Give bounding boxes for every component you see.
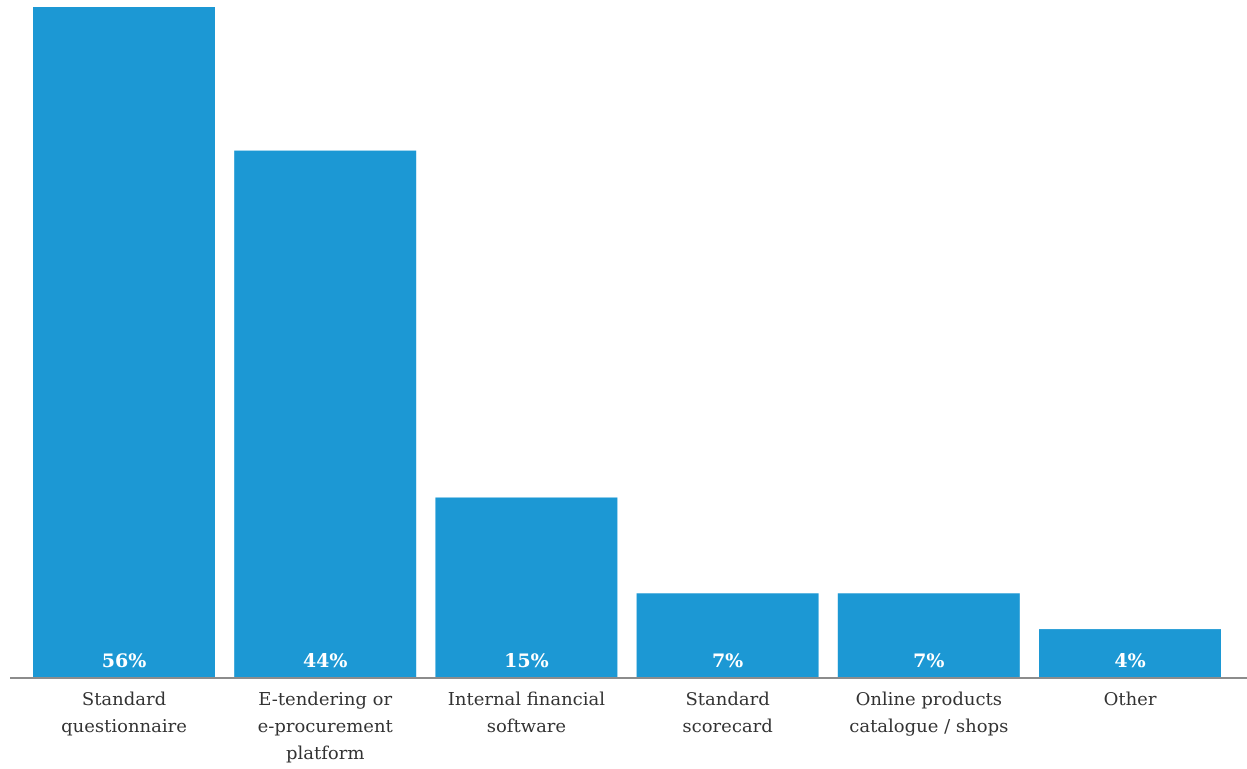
bar-1 bbox=[234, 150, 417, 678]
category-label-line: questionnaire bbox=[61, 716, 187, 737]
category-label-line: Internal financial bbox=[448, 689, 605, 710]
category-label-2: Internal financial software bbox=[448, 689, 605, 737]
category-label-line: Standard bbox=[82, 689, 166, 710]
category-label-4: Online products catalogue / shops bbox=[849, 689, 1008, 737]
category-label-5: Other bbox=[1104, 689, 1157, 710]
bar-value-label-3: 7% bbox=[712, 650, 743, 672]
bar-3 bbox=[636, 593, 819, 678]
category-label-line: E-tendering or bbox=[258, 689, 392, 710]
bar-5 bbox=[1039, 629, 1221, 677]
bar-value-label-5: 4% bbox=[1114, 650, 1145, 672]
bar-value-label-4: 7% bbox=[913, 650, 944, 672]
category-label-1: E-tendering or e-procurement platform bbox=[258, 689, 394, 764]
category-labels-group: Standard questionnaire E-tendering or e-pro… bbox=[61, 689, 1157, 764]
bars-group: 56% 44% 15% 7% 7% 4% bbox=[33, 7, 1221, 678]
category-label-3: Standard scorecard bbox=[682, 689, 772, 737]
bar-value-label-0: 56% bbox=[102, 650, 147, 672]
bar-4 bbox=[837, 593, 1020, 678]
category-label-line: platform bbox=[286, 743, 364, 764]
bar-value-label-1: 44% bbox=[303, 650, 348, 672]
category-label-line: Online products bbox=[856, 689, 1002, 710]
category-label-line: software bbox=[487, 716, 566, 737]
category-label-line: e-procurement bbox=[258, 716, 394, 737]
category-label-line: scorecard bbox=[682, 716, 772, 737]
category-label-line: Standard bbox=[685, 689, 769, 710]
bar-2 bbox=[435, 497, 618, 677]
category-label-0: Standard questionnaire bbox=[61, 689, 187, 737]
bar-0 bbox=[33, 7, 215, 677]
category-label-line: catalogue / shops bbox=[849, 716, 1008, 737]
category-label-line: Other bbox=[1104, 689, 1157, 710]
bar-value-label-2: 15% bbox=[504, 650, 549, 672]
